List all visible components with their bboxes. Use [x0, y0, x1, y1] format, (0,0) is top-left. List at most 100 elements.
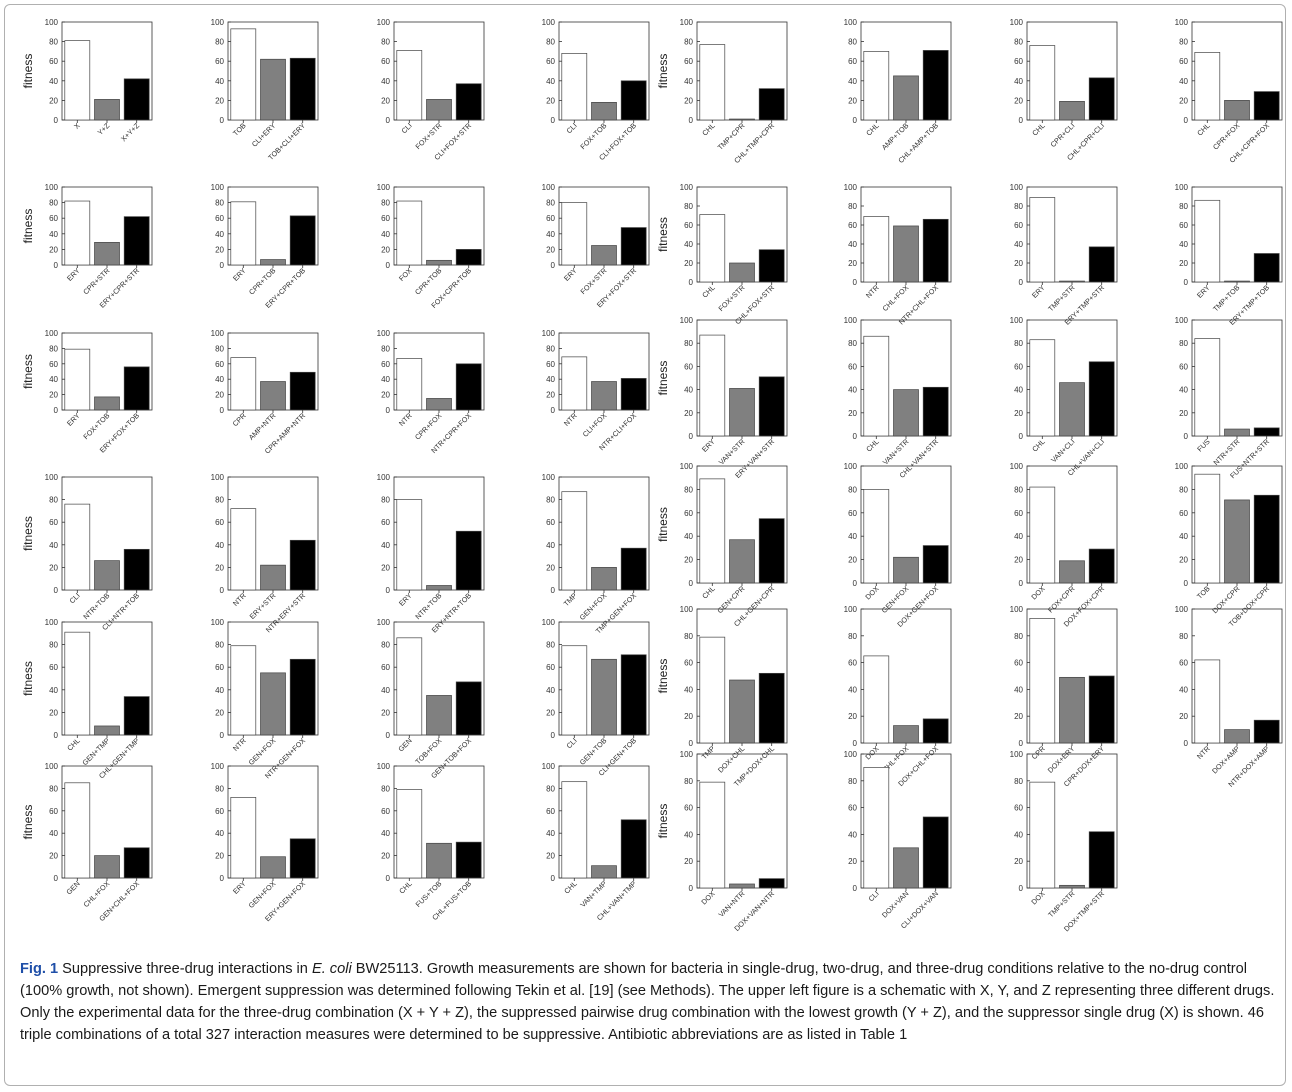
- y-tick-label: 100: [377, 18, 391, 27]
- bar-drug-pair: [94, 725, 120, 736]
- y-tick-label: 20: [215, 96, 224, 105]
- y-tick-label: 60: [1179, 509, 1188, 518]
- x-tick-label: DOX+CPR: [1210, 584, 1241, 615]
- y-tick-label: 0: [1184, 739, 1189, 748]
- x-tick-label: CHL: [1030, 437, 1047, 454]
- bar-drug-pair: [426, 99, 452, 121]
- y-tick-label: 0: [54, 586, 59, 595]
- bar-drug-pair: [729, 118, 755, 121]
- bar-drug-pair: [260, 856, 286, 879]
- x-tick-label: TOB: [1195, 584, 1212, 601]
- bar-drug-triple: [922, 386, 949, 437]
- bar-drug-triple: [1088, 831, 1115, 889]
- y-tick-label: 100: [1175, 183, 1189, 192]
- bar-drug-triple: [455, 841, 482, 879]
- bar-drug-triple: [1253, 253, 1280, 283]
- y-tick-label: 0: [551, 406, 556, 415]
- y-tick-label: 80: [381, 38, 390, 47]
- bar-single-drug: [699, 636, 726, 744]
- x-tick-label: CLI+FOX: [581, 411, 609, 439]
- x-tick-label: GEN: [64, 879, 81, 896]
- y-tick-label: 60: [215, 518, 224, 527]
- bar-single-drug: [863, 51, 890, 121]
- bar-single-drug: [64, 200, 91, 266]
- y-tick-label: 40: [381, 829, 390, 838]
- bar-single-drug: [396, 358, 423, 411]
- y-tick-label: 0: [1019, 116, 1024, 125]
- y-tick-label: 40: [1179, 77, 1188, 86]
- y-tick-label: 80: [1179, 339, 1188, 348]
- bar-drug-triple: [455, 363, 482, 411]
- y-tick-label: 60: [684, 509, 693, 518]
- bar-single-drug: [1194, 199, 1221, 283]
- y-tick-label: 80: [49, 199, 58, 208]
- x-tick-label: ERY: [397, 591, 414, 608]
- y-tick-label: 40: [1179, 240, 1188, 249]
- bar-drug-triple: [289, 539, 316, 591]
- x-tick-label: DOX+ERY: [1046, 744, 1077, 775]
- y-tick-label: 0: [386, 116, 391, 125]
- y-tick-label: 100: [680, 316, 694, 325]
- y-tick-label: 60: [1014, 804, 1023, 813]
- x-tick-label: ERY: [65, 266, 82, 283]
- x-tick-label: GEN+FOX: [247, 879, 278, 910]
- y-tick-label: 20: [381, 852, 390, 861]
- y-tick-label: 20: [546, 708, 555, 717]
- bar-single-drug: [64, 631, 91, 736]
- x-tick-label: NTR: [562, 411, 579, 428]
- bar-single-drug: [699, 214, 726, 283]
- y-tick-label: 0: [386, 874, 391, 883]
- x-tick-label: CHL+FOX: [880, 283, 910, 313]
- x-tick-label: GEN+TMP: [80, 736, 111, 767]
- bar-drug-pair: [591, 567, 617, 591]
- x-tick-label: DOX+CHL: [716, 744, 747, 775]
- x-tick-label: GEN+FOX: [880, 584, 911, 615]
- x-tick-label: FOX+TOB: [578, 121, 608, 151]
- y-tick-label: 0: [689, 739, 694, 748]
- y-tick-label: 100: [377, 183, 391, 192]
- x-tick-label: CLI: [67, 591, 81, 605]
- y-tick-label: 60: [848, 509, 857, 518]
- bar-single-drug: [561, 491, 588, 591]
- bar-drug-pair: [1059, 676, 1085, 744]
- y-tick-label: 100: [542, 473, 556, 482]
- x-tick-label: VAN+TMP: [578, 879, 608, 909]
- y-tick-label: 20: [1179, 259, 1188, 268]
- bar-single-drug: [396, 789, 423, 879]
- y-axis-label: fitness: [21, 354, 35, 389]
- y-tick-label: 0: [386, 261, 391, 270]
- y-tick-label: 100: [844, 18, 858, 27]
- y-tick-label: 100: [844, 605, 858, 614]
- y-tick-label: 40: [215, 829, 224, 838]
- y-tick-label: 100: [680, 183, 694, 192]
- y-tick-label: 20: [1179, 556, 1188, 565]
- y-axis-label: fitness: [656, 659, 670, 694]
- y-tick-label: 60: [546, 360, 555, 369]
- y-tick-label: 20: [215, 391, 224, 400]
- x-tick-label: GEN+TOB: [578, 736, 609, 767]
- x-tick-label: DOX+VAN: [880, 889, 910, 919]
- y-tick-label: 60: [215, 214, 224, 223]
- y-tick-label: 0: [689, 116, 694, 125]
- y-tick-label: 80: [848, 339, 857, 348]
- y-tick-label: 100: [45, 618, 59, 627]
- y-tick-label: 0: [1019, 432, 1024, 441]
- bar-single-drug: [64, 40, 91, 121]
- y-tick-label: 0: [386, 731, 391, 740]
- y-tick-label: 20: [1179, 96, 1188, 105]
- bar-drug-triple: [758, 518, 785, 584]
- bar-single-drug: [1029, 45, 1056, 121]
- y-tick-label: 20: [49, 96, 58, 105]
- y-tick-label: 60: [1179, 57, 1188, 66]
